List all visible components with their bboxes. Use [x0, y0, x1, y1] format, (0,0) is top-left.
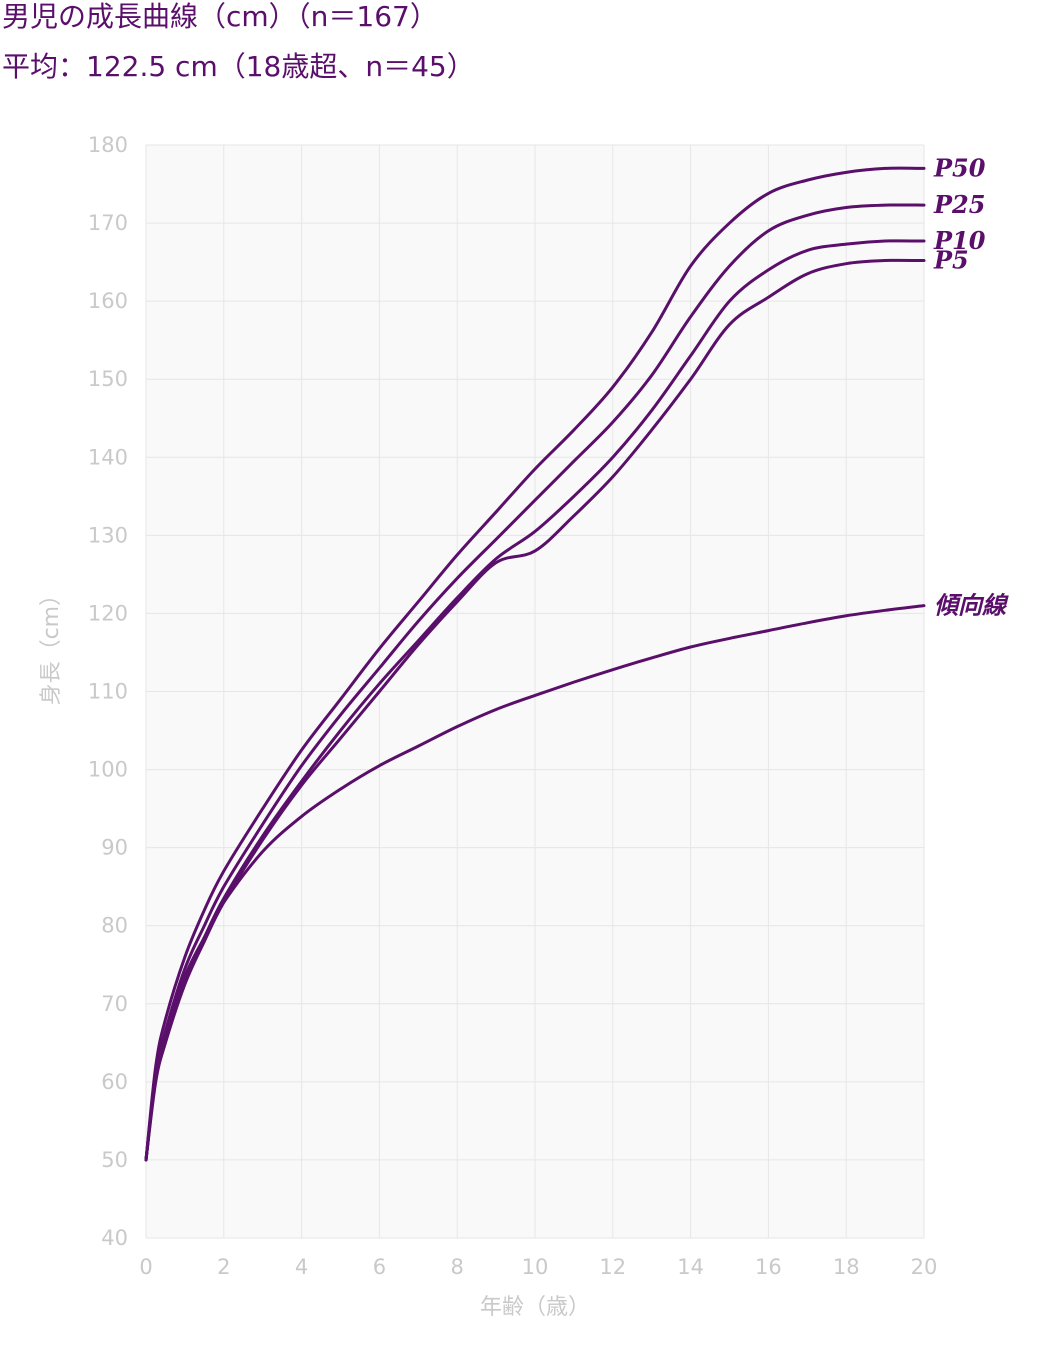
y-tick-label: 40 — [101, 1226, 128, 1250]
y-tick-label: 140 — [88, 445, 128, 469]
x-axis-title: 年齢（歳） — [480, 1295, 590, 1320]
chart-subtitle: 平均：122.5 cm（18歳超、n＝45） — [2, 50, 475, 83]
x-tick-label: 20 — [911, 1255, 938, 1279]
y-tick-label: 130 — [88, 523, 128, 547]
y-tick-label: 110 — [88, 680, 128, 704]
chart-title: 男児の成長曲線（cm）（n＝167） — [2, 0, 438, 33]
y-tick-label: 70 — [101, 992, 128, 1016]
y-tick-label: 100 — [88, 758, 128, 782]
y-axis-title: 身長（cm） — [39, 584, 64, 706]
series-line-3 — [144, 258, 926, 1162]
x-tick-label: 2 — [217, 1255, 230, 1279]
series-label-4: 傾向線 — [934, 591, 1009, 620]
y-tick-label: 90 — [101, 836, 128, 860]
x-tick-label: 4 — [295, 1255, 308, 1279]
y-tick-label: 180 — [88, 133, 128, 157]
y-tick-label: 120 — [88, 601, 128, 625]
series-lines — [144, 166, 926, 1162]
series-line-4 — [144, 604, 926, 1162]
x-tick-label: 12 — [599, 1255, 626, 1279]
x-tick-label: 8 — [451, 1255, 464, 1279]
y-tick-label: 50 — [101, 1148, 128, 1172]
x-tick-label: 18 — [833, 1255, 860, 1279]
series-label-1: P25 — [933, 190, 985, 219]
tick-labels: 0 2 4 6 8 10 12 14 16 18 20 40 50 60 70 80 90 100 110 120 13… — [88, 133, 937, 1279]
y-tick-label: 170 — [88, 211, 128, 235]
x-tick-label: 16 — [755, 1255, 782, 1279]
series-line-1 — [144, 203, 926, 1162]
x-tick-label: 14 — [677, 1255, 704, 1279]
y-tick-label: 60 — [101, 1070, 128, 1094]
series-label-2: P10 — [933, 226, 986, 255]
y-tick-label: 160 — [88, 289, 128, 313]
y-tick-label: 150 — [88, 367, 128, 391]
x-tick-label: 6 — [373, 1255, 386, 1279]
y-tick-label: 80 — [101, 914, 128, 938]
series-label-3: P5 — [933, 246, 969, 275]
series-label-0: P50 — [933, 153, 986, 182]
x-tick-label: 10 — [522, 1255, 549, 1279]
x-tick-label: 0 — [139, 1255, 152, 1279]
series-line-0 — [144, 166, 926, 1162]
